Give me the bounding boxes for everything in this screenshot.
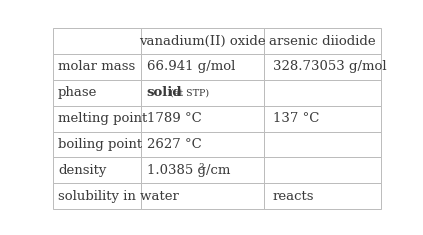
Bar: [141, 183, 264, 209]
Bar: [53, 183, 141, 209]
Bar: [141, 106, 264, 132]
Text: molar mass: molar mass: [58, 60, 135, 74]
Bar: [53, 106, 141, 132]
Bar: [264, 183, 381, 209]
Bar: [53, 157, 141, 183]
Bar: [264, 80, 381, 106]
Text: arsenic diiodide: arsenic diiodide: [269, 35, 376, 48]
Bar: [264, 106, 381, 132]
Bar: [141, 28, 264, 54]
Bar: [141, 54, 264, 80]
Text: vanadium(II) oxide: vanadium(II) oxide: [140, 35, 266, 48]
Text: 2627 °C: 2627 °C: [147, 138, 201, 151]
Bar: [53, 28, 141, 54]
Text: boiling point: boiling point: [58, 138, 142, 151]
Text: 1789 °C: 1789 °C: [147, 112, 201, 125]
Bar: [53, 80, 141, 106]
Text: solid: solid: [147, 86, 182, 99]
Text: phase: phase: [58, 86, 97, 99]
Bar: [53, 54, 141, 80]
Bar: [264, 132, 381, 157]
Bar: [53, 132, 141, 157]
Bar: [141, 80, 264, 106]
Text: solubility in water: solubility in water: [58, 190, 179, 203]
Bar: [141, 132, 264, 157]
Bar: [264, 28, 381, 54]
Text: (at STP): (at STP): [170, 88, 209, 97]
Text: 3: 3: [198, 163, 204, 172]
Text: 137 °C: 137 °C: [273, 112, 319, 125]
Bar: [141, 157, 264, 183]
Text: 328.73053 g/mol: 328.73053 g/mol: [273, 60, 387, 74]
Text: reacts: reacts: [273, 190, 314, 203]
Bar: [264, 157, 381, 183]
Text: 66.941 g/mol: 66.941 g/mol: [147, 60, 235, 74]
Bar: [264, 54, 381, 80]
Text: 1.0385 g/cm: 1.0385 g/cm: [147, 164, 230, 177]
Text: melting point: melting point: [58, 112, 147, 125]
Text: density: density: [58, 164, 107, 177]
